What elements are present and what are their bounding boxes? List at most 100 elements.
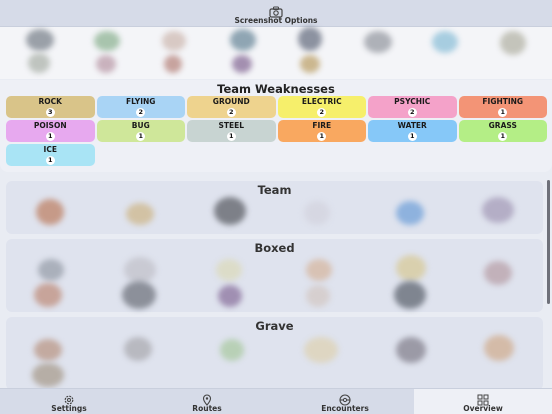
scrollbar[interactable] xyxy=(547,180,550,304)
grid-icon xyxy=(477,391,489,405)
tab-overview[interactable]: Overview xyxy=(414,389,552,414)
team-section-title: Team xyxy=(257,183,292,197)
boxed-pokemon-sprite[interactable] xyxy=(34,283,62,307)
sprite-blur xyxy=(26,29,54,51)
boxed-pokemon-sprite[interactable] xyxy=(484,261,512,285)
weakness-grid: ROCK 3 FLYING 2 GROUND 2 ELECTRIC 2 PSYCHIC 2 FIGH… xyxy=(6,96,547,166)
type-name: ROCK xyxy=(38,97,62,106)
team-weaknesses-panel: Team Weaknesses ROCK 3 FLYING 2 GROUND 2 ELECT… xyxy=(0,80,552,172)
pokeball-icon xyxy=(339,391,351,406)
weakness-count-badge: 1 xyxy=(226,132,236,141)
weakness-count-badge: 2 xyxy=(407,108,417,117)
weakness-chip-ice: ICE 1 xyxy=(6,144,95,166)
weakness-chip-fighting: FIGHTING 1 xyxy=(458,96,547,118)
type-name: ICE xyxy=(43,145,57,154)
sprite-blur xyxy=(364,31,392,53)
team-weaknesses-title: Team Weaknesses xyxy=(217,82,335,96)
weakness-chip-steel: STEEL 1 xyxy=(187,120,276,142)
type-name: POISON xyxy=(33,121,67,130)
weakness-count-badge: 3 xyxy=(45,108,55,117)
tab-label: Encounters xyxy=(321,403,369,413)
boxed-pokemon-sprite[interactable] xyxy=(122,281,156,309)
weakness-chip-fire: FIRE 1 xyxy=(277,120,366,142)
map-pin-icon xyxy=(201,391,213,406)
weakness-count-badge: 1 xyxy=(45,132,55,141)
grave-pokemon-sprite[interactable] xyxy=(304,337,338,363)
weakness-chip-electric: ELECTRIC 2 xyxy=(277,96,366,118)
weakness-count-badge: 1 xyxy=(407,132,417,141)
team-member-sprite[interactable] xyxy=(36,199,64,225)
tab-settings[interactable]: Settings xyxy=(0,389,138,414)
gear-icon xyxy=(63,391,75,404)
tab-routes[interactable]: Routes xyxy=(138,389,276,414)
boxed-pokemon-sprite[interactable] xyxy=(124,257,156,283)
screenshot-options-button[interactable]: Screenshot Options xyxy=(234,16,318,25)
weakness-count-badge: 1 xyxy=(498,108,508,117)
boxed-pokemon-sprite[interactable] xyxy=(306,285,330,307)
type-name: STEEL xyxy=(218,121,245,130)
weakness-count-badge: 2 xyxy=(226,108,236,117)
weakness-count-badge: 2 xyxy=(317,108,327,117)
sprite-blur xyxy=(300,55,320,73)
grave-pokemon-sprite[interactable] xyxy=(34,339,62,361)
type-name: GROUND xyxy=(212,97,250,106)
weakness-chip-psychic: PSYCHIC 2 xyxy=(368,96,457,118)
tab-label: Settings xyxy=(51,403,87,413)
top-bar: Screenshot Options xyxy=(0,0,552,27)
weakness-chip-water: WATER 1 xyxy=(368,120,457,142)
weakness-chip-ground: GROUND 2 xyxy=(187,96,276,118)
weakness-chip-flying: FLYING 2 xyxy=(96,96,185,118)
team-member-sprite[interactable] xyxy=(126,203,154,225)
team-member-sprite[interactable] xyxy=(396,201,424,225)
tab-encounters[interactable]: Encounters xyxy=(276,389,414,414)
boxed-section: Boxed xyxy=(6,239,543,312)
weakness-chip-rock: ROCK 3 xyxy=(6,96,95,118)
sprite-blur xyxy=(28,53,50,73)
team-member-sprite[interactable] xyxy=(482,197,514,223)
type-name: BUG xyxy=(131,121,150,130)
boxed-section-title: Boxed xyxy=(254,241,295,255)
weakness-count-badge: 1 xyxy=(317,132,327,141)
weakness-chip-poison: POISON 1 xyxy=(6,120,95,142)
sprite-blur xyxy=(232,55,252,73)
grave-pokemon-sprite[interactable] xyxy=(220,339,244,361)
team-member-sprite[interactable] xyxy=(214,197,246,225)
type-name: ELECTRIC xyxy=(301,97,342,106)
sprite-blur xyxy=(96,55,116,73)
weakness-count-badge: 2 xyxy=(136,108,146,117)
boxed-pokemon-sprite[interactable] xyxy=(396,255,426,281)
weakness-count-badge: 1 xyxy=(136,132,146,141)
sprite-blur xyxy=(164,55,182,73)
type-name: FIRE xyxy=(312,121,332,130)
weakness-count-badge: 1 xyxy=(498,132,508,141)
type-name: GRASS xyxy=(488,121,517,130)
tab-label: Overview xyxy=(463,403,503,413)
boxed-pokemon-sprite[interactable] xyxy=(306,259,332,281)
sprite-blur xyxy=(500,31,526,55)
type-name: FIGHTING xyxy=(482,97,524,106)
pokemon-sprite-strip xyxy=(0,27,552,79)
team-section: Team xyxy=(6,181,543,234)
grave-section-title: Grave xyxy=(255,319,294,333)
sprite-blur xyxy=(432,31,458,53)
tab-label: Routes xyxy=(192,403,222,413)
boxed-pokemon-sprite[interactable] xyxy=(38,259,64,281)
camera-icon[interactable] xyxy=(269,3,283,18)
sprite-blur xyxy=(230,29,256,51)
type-name: PSYCHIC xyxy=(394,97,431,106)
team-member-sprite[interactable] xyxy=(304,201,330,225)
sprite-blur xyxy=(94,31,120,51)
bottom-tab-bar: Settings Routes Encounters xyxy=(0,388,552,414)
grave-pokemon-sprite[interactable] xyxy=(396,337,426,363)
weakness-chip-bug: BUG 1 xyxy=(96,120,185,142)
grave-pokemon-sprite[interactable] xyxy=(484,335,514,361)
grave-section: Grave xyxy=(6,317,543,390)
grave-pokemon-sprite[interactable] xyxy=(32,363,64,387)
type-name: FLYING xyxy=(126,97,156,106)
sprite-blur xyxy=(162,31,186,51)
grave-pokemon-sprite[interactable] xyxy=(124,337,152,361)
weakness-chip-grass: GRASS 1 xyxy=(458,120,547,142)
boxed-pokemon-sprite[interactable] xyxy=(394,281,426,309)
boxed-pokemon-sprite[interactable] xyxy=(216,259,242,281)
boxed-pokemon-sprite[interactable] xyxy=(218,285,242,307)
